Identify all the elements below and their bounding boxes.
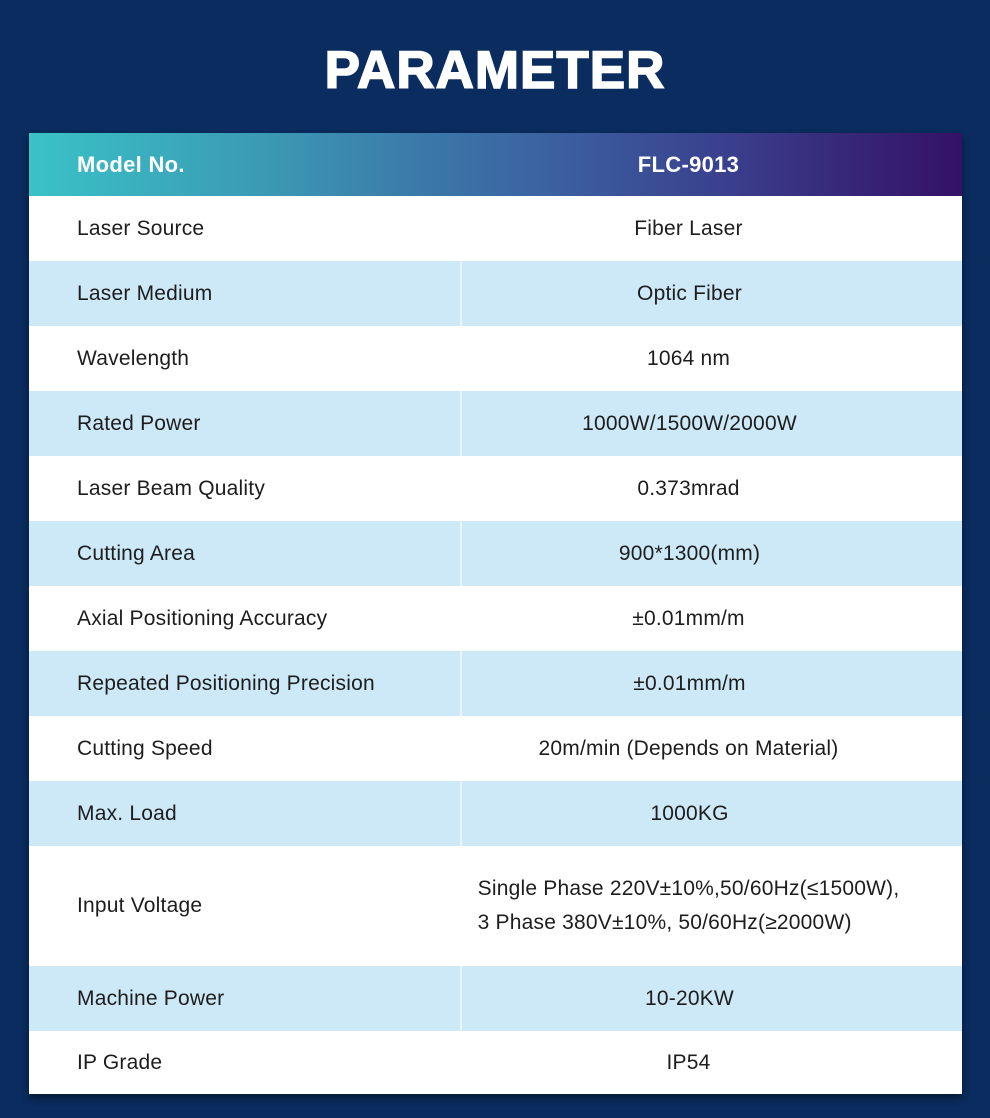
row-label: Laser Beam Quality — [77, 476, 266, 500]
table-row-laser-beam-quality: Laser Beam Quality 0.373mrad — [29, 456, 962, 521]
row-value-text: 20m/min (Depends on Material) — [538, 736, 839, 760]
page-title: PARAMETER — [324, 40, 666, 101]
row-value-text: 10-20KW — [645, 986, 734, 1010]
row-label: Rated Power — [77, 411, 201, 435]
row-label: Machine Power — [77, 986, 225, 1010]
table-row-ip-grade: IP Grade IP54 — [29, 1031, 962, 1094]
row-value: Single Phase 220V±10%,50/60Hz(≤1500W), 3… — [460, 846, 962, 966]
row-label: IP Grade — [77, 1050, 163, 1074]
table-row-cutting-area: Cutting Area 900*1300(mm) — [29, 521, 962, 586]
row-value-text: IP54 — [666, 1050, 711, 1074]
parameter-table: Model No. FLC-9013 Laser Source Fiber La… — [29, 133, 962, 1094]
row-value: 0.373mrad — [460, 456, 962, 521]
header-model-label: Model No. — [77, 151, 185, 177]
table-row-laser-medium: Laser Medium Optic Fiber — [29, 261, 962, 326]
row-value: Fiber Laser — [460, 196, 962, 261]
row-value-text: Single Phase 220V±10%,50/60Hz(≤1500W), 3… — [477, 877, 900, 934]
row-value-text: 1000KG — [650, 801, 729, 825]
row-label: Cutting Speed — [77, 736, 213, 760]
row-value-text: ±0.01mm/m — [632, 606, 745, 630]
table-row-max-load: Max. Load 1000KG — [29, 781, 962, 846]
row-value-text: 1064 nm — [646, 346, 731, 370]
header-model-value: FLC-9013 — [460, 133, 962, 196]
row-value: 900*1300(mm) — [460, 521, 962, 586]
table-row-axial-positioning-accuracy: Axial Positioning Accuracy ±0.01mm/m — [29, 586, 962, 651]
table-row-rated-power: Rated Power 1000W/1500W/2000W — [29, 391, 962, 456]
table-row-repeated-positioning-precision: Repeated Positioning Precision ±0.01mm/m — [29, 651, 962, 716]
row-value-text: 0.373mrad — [637, 476, 740, 500]
row-value-text: Fiber Laser — [634, 216, 743, 240]
header-model-value-text: FLC-9013 — [637, 151, 740, 177]
row-label: Max. Load — [77, 801, 177, 825]
row-value: ±0.01mm/m — [460, 651, 962, 716]
row-value: IP54 — [460, 1031, 962, 1094]
row-label: Laser Medium — [77, 281, 213, 305]
row-value: 10-20KW — [460, 966, 962, 1031]
table-row-cutting-speed: Cutting Speed 20m/min (Depends on Materi… — [29, 716, 962, 781]
row-label: Laser Source — [77, 216, 205, 240]
row-value: 1000KG — [460, 781, 962, 846]
row-value: ±0.01mm/m — [460, 586, 962, 651]
row-label: Cutting Area — [77, 541, 195, 565]
row-value-text: ±0.01mm/m — [633, 671, 746, 695]
row-value: 1064 nm — [460, 326, 962, 391]
row-value-text: 1000W/1500W/2000W — [582, 411, 797, 435]
row-label: Input Voltage — [77, 894, 203, 917]
row-value-text: Optic Fiber — [637, 281, 742, 305]
row-value: 20m/min (Depends on Material) — [460, 716, 962, 781]
row-label: Wavelength — [77, 346, 190, 370]
row-label: Axial Positioning Accuracy — [77, 606, 328, 630]
row-value: Optic Fiber — [460, 261, 962, 326]
table-row-wavelength: Wavelength 1064 nm — [29, 326, 962, 391]
table-row-machine-power: Machine Power 10-20KW — [29, 966, 962, 1031]
table-row-input-voltage: Input Voltage Single Phase 220V±10%,50/6… — [29, 846, 962, 966]
row-label: Repeated Positioning Precision — [77, 671, 375, 695]
row-value-text: 900*1300(mm) — [618, 541, 761, 565]
table-row-laser-source: Laser Source Fiber Laser — [29, 196, 962, 261]
row-value: 1000W/1500W/2000W — [460, 391, 962, 456]
table-header-row: Model No. FLC-9013 — [29, 133, 962, 196]
